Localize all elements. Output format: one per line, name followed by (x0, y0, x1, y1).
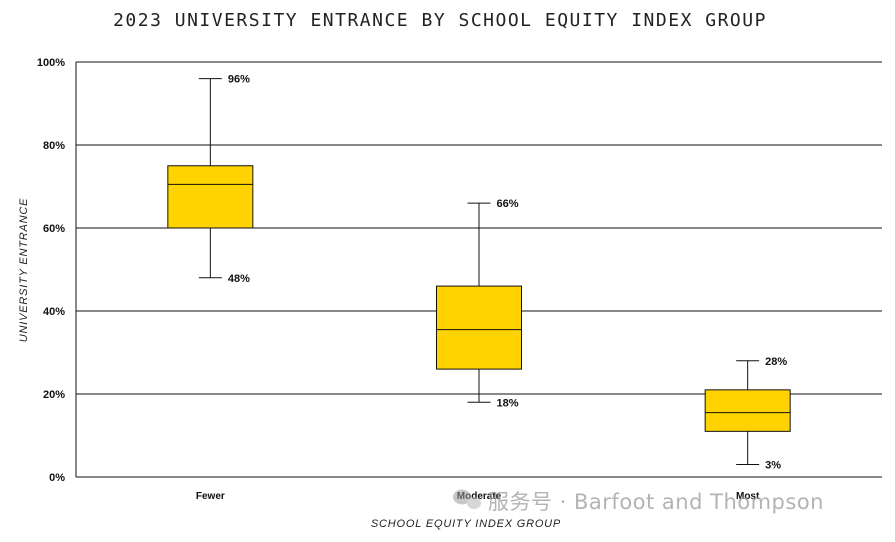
box-fewer: 96% 48% (167, 74, 254, 285)
x-axis-label: SCHOOL EQUITY INDEX GROUP (371, 518, 561, 530)
boxes: 96% 48% 66% 18% 28% 3% (167, 74, 791, 472)
wechat-icon (453, 489, 481, 509)
box-moderate: 66% 18% (436, 198, 522, 409)
x-category-label: Most (736, 491, 760, 502)
iqr-box (167, 165, 254, 229)
y-tick-label: 20% (43, 389, 65, 401)
max-label: 28% (765, 356, 787, 368)
y-tick-label: 100% (37, 57, 65, 69)
chart-title: 2023 UNIVERSITY ENTRANCE BY SCHOOL EQUIT… (113, 10, 767, 31)
iqr-box (436, 285, 522, 370)
x-axis-categories: Fewer Moderate Most (196, 491, 760, 502)
max-label: 96% (228, 74, 250, 86)
box-most: 28% 3% (704, 356, 791, 472)
watermark-text: 服务号 · Barfoot and Thompson (488, 490, 824, 514)
y-axis-ticks: 0% 20% 40% 60% 80% 100% (37, 57, 65, 484)
y-tick-label: 80% (43, 140, 65, 152)
max-label: 66% (497, 198, 519, 210)
y-tick-label: 40% (43, 306, 65, 318)
x-category-label: Moderate (457, 491, 502, 502)
min-label: 48% (228, 273, 250, 285)
y-tick-label: 0% (49, 472, 65, 484)
x-category-label: Fewer (196, 491, 225, 502)
y-tick-label: 60% (43, 223, 65, 235)
min-label: 3% (765, 460, 781, 472)
watermark: 服务号 · Barfoot and Thompson (453, 489, 824, 514)
iqr-box (704, 389, 791, 432)
y-axis-label: UNIVERSITY ENTRANCE (18, 198, 30, 343)
min-label: 18% (497, 397, 519, 409)
